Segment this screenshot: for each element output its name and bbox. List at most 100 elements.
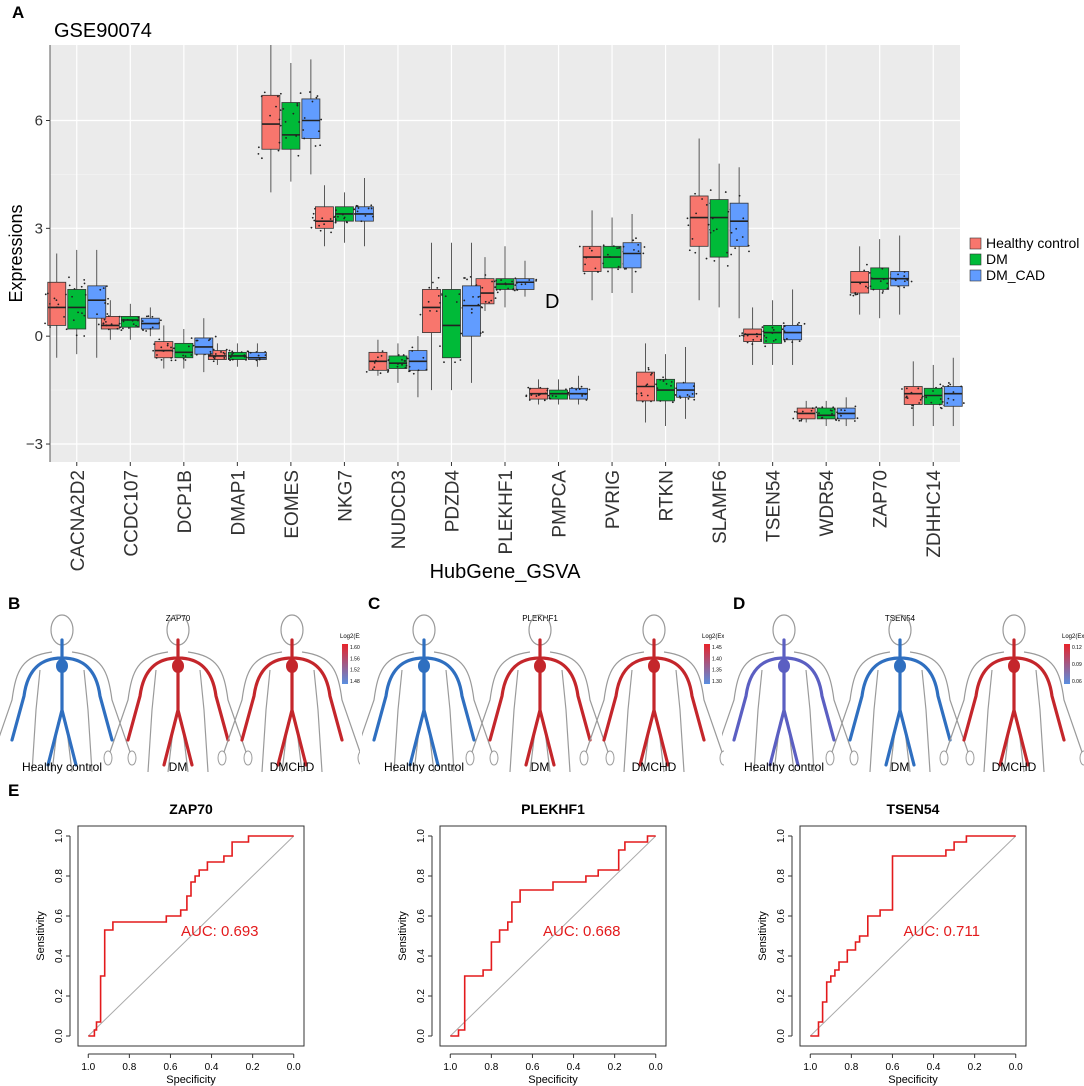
jitter-point: [116, 327, 119, 330]
jitter-point: [149, 327, 152, 330]
jitter-point: [962, 402, 965, 404]
jitter-point: [381, 350, 384, 353]
jitter-point: [437, 294, 440, 297]
legend-title: Log2(Exp + 1): [702, 634, 724, 640]
jitter-point: [298, 121, 300, 123]
jitter-point: [903, 280, 906, 283]
legend-tick-label: 1.35: [712, 668, 722, 674]
jitter-point: [46, 292, 49, 295]
jitter-point: [214, 353, 217, 355]
jitter-point: [528, 399, 531, 401]
x-tick-label: 0.2: [246, 1062, 260, 1073]
jitter-point: [612, 245, 615, 248]
jitter-point: [637, 250, 640, 253]
jitter-point: [854, 293, 857, 295]
jitter-point: [742, 335, 745, 337]
jitter-point: [296, 103, 299, 105]
jitter-point: [223, 357, 226, 359]
body-hand-right: [605, 750, 615, 766]
jitter-point: [783, 340, 786, 343]
jitter-point: [921, 397, 923, 399]
jitter-point: [346, 221, 348, 224]
jitter-point: [530, 394, 533, 397]
jitter-point: [145, 315, 148, 318]
jitter-point: [44, 322, 46, 325]
jitter-point: [617, 265, 620, 268]
jitter-point: [81, 312, 83, 315]
jitter-point: [836, 417, 839, 420]
legend-tick-label: 1.56: [350, 656, 360, 662]
legend-colorbar: [1064, 644, 1070, 684]
jitter-point: [840, 409, 843, 411]
jitter-point: [796, 323, 799, 326]
jitter-point: [373, 366, 376, 369]
roc-curve: [810, 835, 1016, 1037]
vessel-network: [962, 638, 1066, 767]
jitter-point: [707, 223, 710, 226]
jitter-point: [209, 350, 212, 353]
jitter-point: [679, 397, 682, 399]
anatomy-panel-tsen54: TSEN54 Healthy control DM DMCHD Log2(Exp + 1…: [722, 614, 1084, 774]
jitter-point: [187, 345, 190, 348]
x-tick-label: PMPCA: [550, 470, 571, 538]
jitter-point: [311, 216, 314, 219]
jitter-point: [225, 348, 228, 351]
box-body: [194, 337, 214, 355]
jitter-point: [460, 332, 463, 335]
jitter-point: [642, 252, 645, 255]
jitter-point: [57, 303, 60, 306]
jitter-point: [297, 154, 300, 157]
jitter-point: [97, 323, 100, 326]
jitter-point: [285, 137, 287, 139]
y-axis-title: Sensitivity: [757, 911, 769, 961]
jitter-point: [160, 319, 162, 322]
box-body: [47, 281, 67, 326]
jitter-point: [741, 236, 744, 238]
jitter-point: [296, 104, 299, 107]
group-label: Healthy control: [22, 760, 102, 774]
y-axis-title: Sensitivity: [35, 911, 47, 961]
x-tick-label: 0.4: [927, 1062, 941, 1073]
jitter-point: [947, 382, 950, 384]
stray-label: D: [545, 291, 559, 313]
jitter-point: [155, 357, 158, 359]
jitter-point: [275, 105, 277, 108]
jitter-point: [640, 394, 643, 397]
jitter-point: [741, 332, 744, 335]
body-hand-right: [965, 750, 975, 766]
body-hand-left: [217, 750, 227, 766]
jitter-point: [921, 395, 924, 398]
jitter-point: [524, 283, 527, 285]
jitter-point: [120, 329, 123, 332]
x-tick-label: 0.2: [608, 1062, 622, 1073]
jitter-point: [897, 285, 900, 288]
jitter-point: [417, 369, 420, 372]
jitter-point: [687, 224, 690, 227]
jitter-point: [387, 368, 390, 371]
x-tick-label: RTKN: [657, 470, 678, 521]
jitter-point: [647, 367, 650, 369]
jitter-point: [625, 267, 627, 270]
jitter-point: [209, 354, 212, 357]
jitter-point: [314, 145, 317, 147]
jitter-point: [647, 368, 650, 371]
jitter-point: [422, 356, 425, 359]
jitter-point: [832, 406, 835, 409]
heart-icon: [172, 659, 184, 673]
jitter-point: [153, 343, 156, 346]
x-tick-label: CCDC107: [121, 470, 142, 557]
jitter-point: [881, 267, 884, 270]
jitter-point: [759, 339, 762, 341]
jitter-point: [746, 341, 749, 344]
jitter-point: [145, 330, 148, 332]
jitter-point: [401, 358, 403, 361]
y-axis-title: Sensitivity: [397, 911, 409, 961]
jitter-point: [245, 356, 248, 359]
legend-tick-label: 1.48: [350, 679, 360, 685]
jitter-point: [512, 287, 515, 290]
jitter-point: [602, 244, 605, 247]
jitter-point: [379, 372, 382, 375]
jitter-point: [882, 290, 884, 292]
jitter-point: [356, 205, 359, 207]
jitter-point: [549, 397, 552, 400]
